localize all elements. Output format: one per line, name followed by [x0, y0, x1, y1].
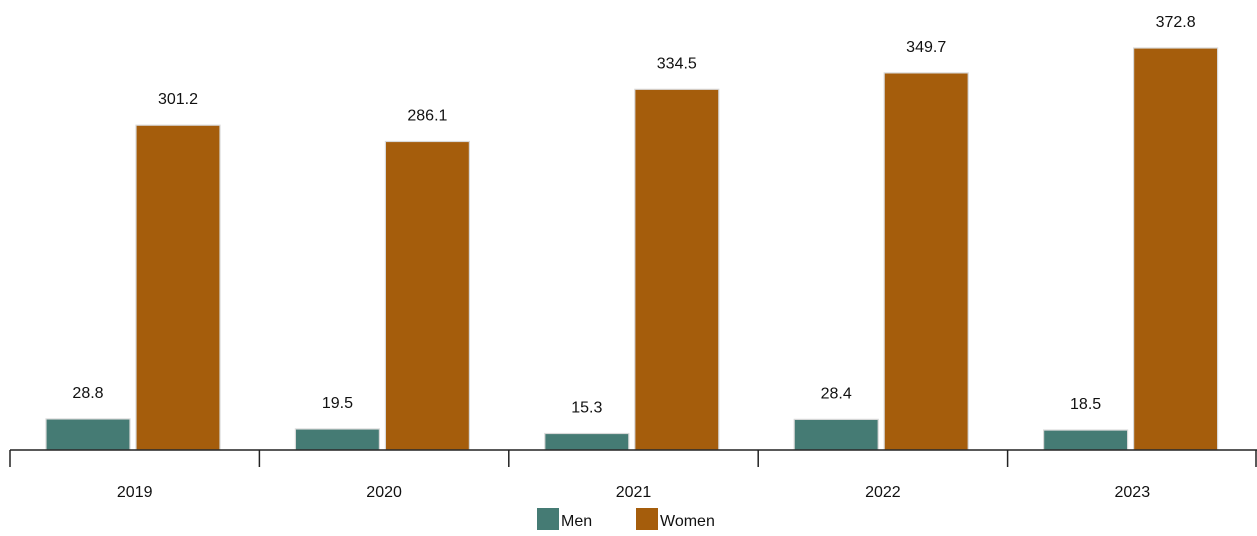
legend: Men Women: [537, 508, 715, 530]
x-tick-label-2020: 2020: [366, 484, 402, 501]
bar-women-2021: [634, 88, 720, 451]
data-label-women-2019: 301.2: [158, 91, 198, 108]
legend-label-women: Women: [660, 513, 715, 530]
x-tick-label-2021: 2021: [616, 484, 652, 501]
data-label-women-2020: 286.1: [407, 107, 447, 124]
legend-swatch-women: [636, 508, 658, 530]
data-label-men-2021: 15.3: [571, 400, 602, 417]
legend-swatch-men: [537, 508, 559, 530]
bar-women-2020: [384, 140, 470, 451]
bar-men-2020: [294, 428, 380, 451]
bar-men-2021: [544, 432, 630, 451]
x-tick-label-2022: 2022: [865, 484, 901, 501]
data-label-women-2023: 372.8: [1156, 14, 1196, 31]
bar-women-2023: [1132, 47, 1219, 451]
bar-men-2023: [1042, 429, 1129, 451]
bar-women-2022: [883, 72, 969, 451]
x-axis: 2019 2020 2021 2022 2023: [9, 449, 1257, 501]
bars-layer: [45, 47, 1219, 451]
x-tick-label-2023: 2023: [1115, 484, 1151, 501]
legend-label-men: Men: [561, 513, 592, 530]
bar-women-2019: [135, 124, 221, 451]
data-label-men-2019: 28.8: [72, 385, 103, 402]
bar-men-2022: [793, 418, 879, 451]
data-label-men-2020: 19.5: [322, 395, 353, 412]
data-label-women-2022: 349.7: [906, 39, 946, 56]
bar-men-2019: [45, 418, 131, 451]
x-tick-label-2019: 2019: [117, 484, 153, 501]
data-label-women-2021: 334.5: [657, 55, 697, 72]
data-label-men-2022: 28.4: [821, 385, 852, 402]
data-label-men-2023: 18.5: [1070, 396, 1101, 413]
data-labels-layer: 28.8 301.2 19.5 286.1 15.3 334.5 28.4 349.7 18.5…: [72, 14, 1195, 417]
